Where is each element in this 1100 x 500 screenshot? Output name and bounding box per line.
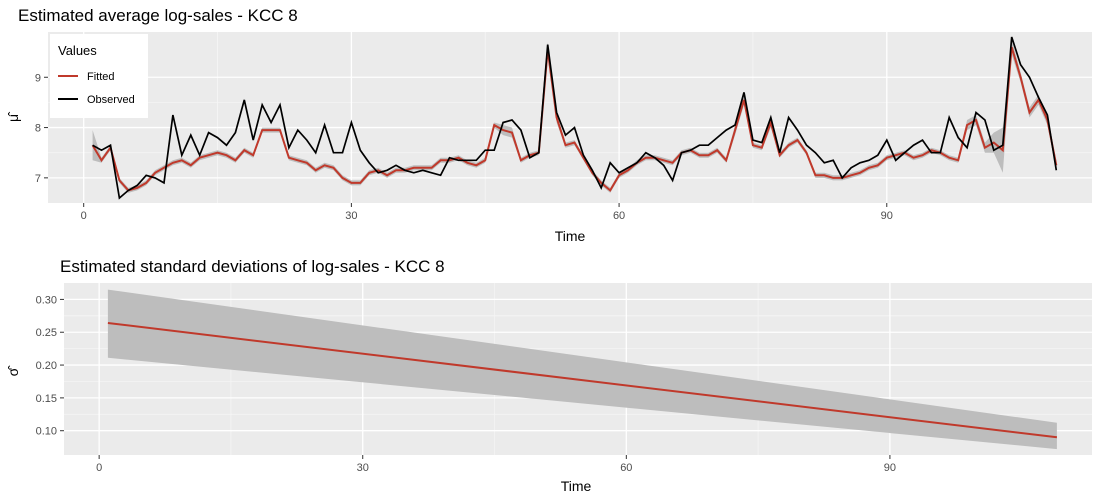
y-tick-label: 0.25 [36,327,57,339]
observed-series-line [92,36,1058,200]
top-y-axis-label: μ̂ [5,111,21,122]
x-tick-label: 90 [881,210,893,222]
y-tick-label: 9 [35,72,41,84]
y-tick-label: 0.20 [36,360,57,372]
top-x-tick-labels: 0 30 60 90 [81,203,893,222]
top-plot-background [48,32,1092,203]
top-y-tick-labels: 7 8 9 [35,72,48,185]
bottom-y-tick-labels: 0.10 0.15 0.20 0.25 0.30 [36,294,64,438]
y-tick-label: 7 [35,173,41,185]
y-tick-label: 0.30 [36,294,57,306]
legend-title: Values [58,43,97,58]
x-tick-label: 90 [884,462,896,474]
legend: Values Fitted Observed [50,34,148,118]
fitted-series-line [91,46,1058,192]
y-tick-label: 8 [35,123,41,135]
top-panel: Estimated average log-sales - KCC 8 0 30 6… [5,6,1092,244]
y-tick-label: 0.10 [36,426,57,438]
y-tick-label: 0.15 [36,393,57,405]
legend-fitted-label: Fitted [87,71,115,83]
top-gridlines [48,32,1092,203]
x-tick-label: 30 [345,210,357,222]
top-x-axis-label: Time [555,228,586,244]
x-tick-label: 0 [81,210,87,222]
bottom-x-axis-label: Time [561,478,592,494]
x-tick-label: 60 [613,210,625,222]
bottom-x-tick-labels: 0 30 60 90 [96,455,896,474]
bottom-y-axis-label: σ̂ [5,365,21,377]
bottom-chart-title: Estimated standard deviations of log-sal… [60,257,445,276]
x-tick-label: 60 [620,462,632,474]
legend-observed-label: Observed [87,94,135,106]
bottom-panel: Estimated standard deviations of log-sal… [5,257,1092,494]
x-tick-label: 30 [357,462,369,474]
top-chart-title: Estimated average log-sales - KCC 8 [18,6,298,25]
x-tick-label: 0 [96,462,102,474]
sigma-fitted-line [107,322,1058,439]
